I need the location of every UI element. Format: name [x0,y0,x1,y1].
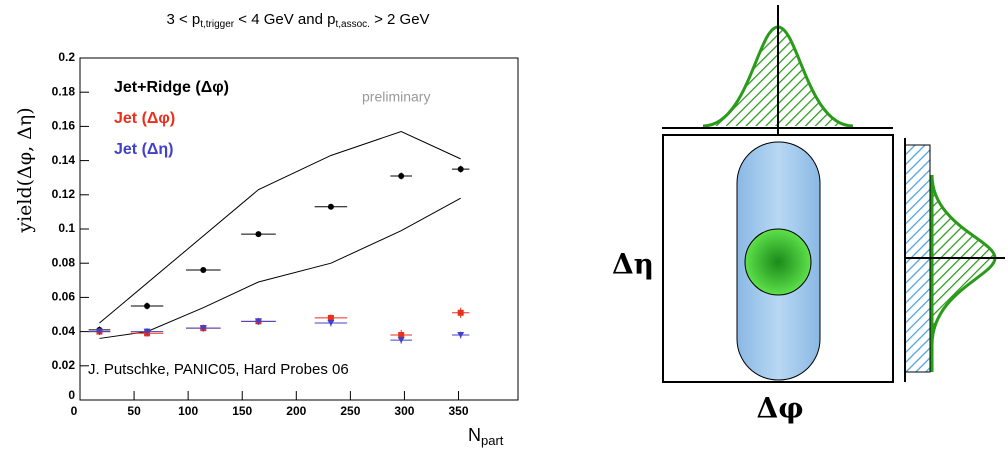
title-part: > 2 GeV [370,11,430,28]
point [327,314,334,321]
axis-label: Δη [612,248,654,281]
point [457,332,465,339]
x-tick-label: 0 [71,404,78,418]
x-tick-label: 150 [232,404,252,418]
x-tick-label: 350 [449,404,469,418]
point [254,318,262,325]
legend-label: Jet+Ridge (Δφ) [114,79,229,96]
y-tick-label: 0.14 [52,153,76,167]
point [397,337,405,344]
point [327,203,334,210]
title-part: t,assoc. [335,19,369,30]
point [95,328,103,335]
annotation: preliminary [362,89,430,105]
band-edge [99,197,461,339]
point [199,325,207,332]
x-tick-label: 100 [178,404,198,418]
y-tick-label: 0.08 [52,255,76,269]
x-tick-label: 300 [394,404,414,418]
y-tick-label: 0.2 [58,50,75,64]
y-axis-label: yield(Δφ, Δη) [14,107,36,233]
x-label-part: N [468,425,481,445]
y-tick-label: 0.12 [52,187,76,201]
x-tick-label: 200 [286,404,306,418]
annotation: J. Putschke, PANIC05, Hard Probes 06 [88,361,349,378]
x-label-part: part [481,433,504,448]
projection-fill [932,175,995,345]
point [457,166,464,173]
point [200,267,207,274]
point [398,172,405,179]
jet-peak [744,228,812,296]
y-tick-label: 0.16 [52,119,76,133]
legend-label: Jet (Δη) [114,141,174,158]
chart-title: 3 < pt,trigger < 4 GeV and pt,assoc. > 2… [166,11,429,30]
band-edge [99,130,461,324]
title-part: < 4 GeV and p [234,11,335,28]
y-tick-label: 0.18 [52,84,76,98]
y-tick-label: 0.04 [52,324,76,338]
title-part: t,trigger [200,19,235,30]
point [143,328,151,335]
x-tick-label: 250 [340,404,360,418]
y-tick-label: 0.06 [52,290,76,304]
point [327,320,335,327]
point [398,332,405,339]
x-axis-label: Npart [468,425,504,449]
legend-label: Jet (Δφ) [114,110,175,127]
point [457,309,464,316]
x-tick-label: 50 [127,404,141,418]
y-tick-label: 0.02 [52,358,76,372]
point [144,302,151,309]
diagram: Δη Δφ [612,5,1005,425]
axis-label: Δφ [756,392,803,425]
point [255,231,262,238]
y-tick-label: 0 [68,388,75,402]
y-tick-label: 0.1 [58,221,75,235]
title-part: 3 < p [166,11,200,28]
